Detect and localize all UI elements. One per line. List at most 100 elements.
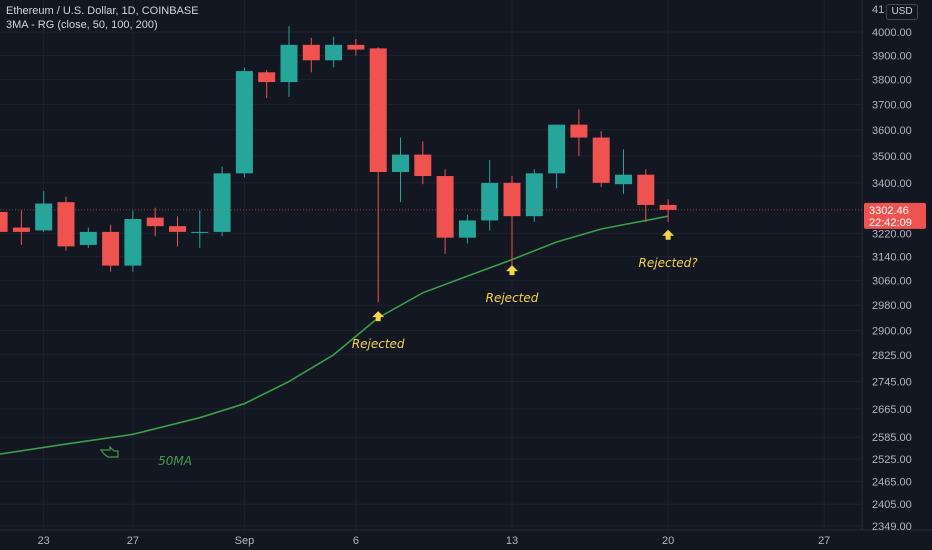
candle-body [12,227,30,232]
y-tick-label: 2665.00 [872,404,912,416]
y-tick-label: 2980.00 [872,300,912,312]
y-tick-label: 2745.00 [872,376,912,388]
up-arrow-icon [372,311,385,322]
candle-up[interactable] [124,210,142,272]
candle-body [414,154,432,177]
candle-body [124,219,142,266]
candle-down[interactable] [12,210,30,245]
candle-body [169,226,186,232]
indicator-legend[interactable]: 3MA - RG (close, 50, 100, 200) [6,19,158,31]
x-tick-label: 13 [506,535,518,547]
candle-body [79,231,97,245]
candle-up[interactable] [548,124,566,189]
rejection-annotation: Rejected [352,311,405,351]
candle-down[interactable] [169,216,186,247]
candle-up[interactable] [525,169,543,222]
candle-body [57,202,75,247]
x-tick-label: 27 [127,535,139,547]
y-tick-label: 3140.00 [872,252,912,264]
annotation-text: Rejected [352,337,405,351]
candle-up[interactable] [458,214,476,244]
candle-body [191,231,209,233]
candle-down[interactable] [146,207,164,237]
candle-down[interactable] [258,69,276,99]
y-tick-label: 41 [872,4,884,16]
y-tick-label: 3400.00 [872,178,912,190]
y-tick-label: 2349.00 [872,521,912,533]
up-arrow-icon [506,265,518,276]
candle-up[interactable] [325,36,343,68]
ma50-layer [0,215,669,455]
candle-body [280,44,298,83]
y-tick-label: 2525.00 [872,454,912,466]
candle-up[interactable] [213,166,231,237]
candle-body [481,182,499,221]
price-axis[interactable]: 4000.00 3900.00 3800.00 3700.00 3600.00 3500.… [872,4,912,533]
candle-body [458,220,476,238]
x-tick-label: Sep [235,535,255,547]
annotation-text: Rejected [486,291,539,305]
candle-body [102,231,120,266]
pointing-hand-shape [99,445,119,458]
annotations-layer: Rejected Rejected Rejected? 50MA [99,229,699,468]
annotation-text: Rejected? [639,256,699,270]
up-arrow-icon [662,229,675,240]
y-tick-label: 3500.00 [872,151,912,163]
y-tick-label: 3700.00 [872,99,912,111]
candle-up[interactable] [235,67,253,178]
candle-down[interactable] [302,37,320,73]
candle-down[interactable] [347,38,365,56]
candle-body [392,154,409,172]
candle-down[interactable] [414,141,432,185]
candle-down[interactable] [0,199,8,232]
candle-up[interactable] [280,26,298,97]
pointing-hand-icon [99,445,119,458]
candle-body [0,211,8,232]
y-tick-label: 3800.00 [872,75,912,87]
candles-layer [0,26,677,303]
candle-up[interactable] [191,210,209,248]
x-tick-label: 23 [38,535,50,547]
y-tick-label: 2900.00 [872,325,912,337]
bar-countdown: 22:42:09 [869,217,912,229]
y-tick-label: 4000.00 [872,27,912,39]
candle-up[interactable] [481,159,499,231]
candle-down[interactable] [570,109,588,156]
candle-down[interactable] [102,224,120,272]
y-tick-label: 3220.00 [872,228,912,240]
candle-up[interactable] [79,227,97,248]
candle-down[interactable] [659,199,677,222]
candle-body [369,48,387,172]
x-tick-label: 6 [353,535,359,547]
candle-down[interactable] [592,131,610,187]
y-tick-label: 2825.00 [872,350,912,362]
candle-body [302,44,320,61]
candle-up[interactable] [615,149,632,194]
y-tick-label: 3060.00 [872,276,912,288]
y-tick-label: 2585.00 [872,432,912,444]
candle-body [525,173,543,217]
currency-badge[interactable]: USD [886,4,918,20]
candle-body [213,173,231,232]
candle-down[interactable] [369,47,387,303]
y-tick-label: 3600.00 [872,125,912,137]
symbol-title[interactable]: Ethereum / U.S. Dollar, 1D, COINBASE [6,5,199,17]
last-price-value: 3302.46 [869,205,909,217]
candle-body [146,217,164,227]
candle-down[interactable] [436,169,454,254]
last-price-box [864,202,926,229]
candle-body [615,174,632,185]
y-tick-label: 2405.00 [872,499,912,511]
ma50-label: 50MA [158,454,192,468]
candle-up[interactable] [392,137,409,203]
candle-body [436,176,454,238]
candle-down[interactable] [637,169,655,222]
candle-body [592,137,610,183]
time-axis[interactable]: 23 27 Sep 6 13 20 27 [38,535,831,547]
candle-body [235,71,253,174]
candle-down[interactable] [503,176,521,266]
y-tick-label: 2465.00 [872,476,912,488]
candle-down[interactable] [57,196,75,251]
